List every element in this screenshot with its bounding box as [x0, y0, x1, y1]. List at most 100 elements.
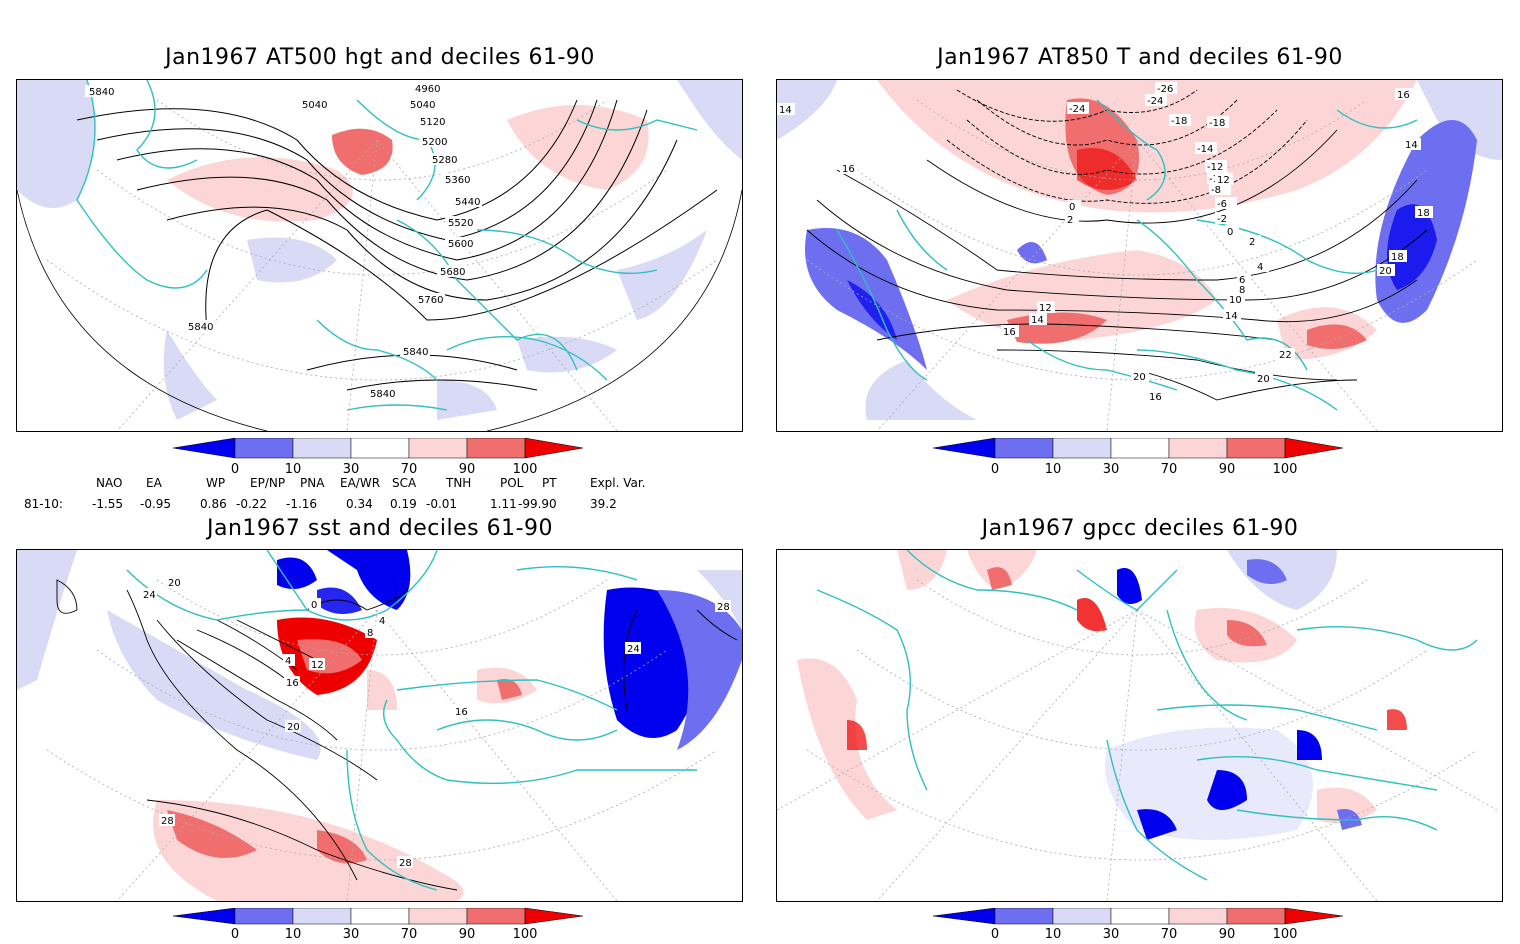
panel-title-gpcc: Jan1967 gpcc deciles 61-90 — [981, 516, 1299, 541]
svg-text:5840: 5840 — [370, 389, 395, 400]
svg-text:0: 0 — [231, 462, 239, 477]
svg-text:0: 0 — [991, 462, 999, 477]
svg-text:16: 16 — [842, 164, 855, 175]
svg-text:5200: 5200 — [422, 137, 447, 148]
index-header-ea: EA — [146, 476, 162, 490]
svg-text:2: 2 — [1249, 237, 1255, 248]
svg-text:0: 0 — [1069, 202, 1075, 213]
svg-text:20: 20 — [1133, 372, 1146, 383]
svg-text:12: 12 — [1217, 175, 1230, 186]
svg-text:10: 10 — [285, 927, 302, 940]
svg-text:100: 100 — [513, 462, 538, 477]
colorbar-t850: 0 10 30 70 90 100 — [932, 437, 1344, 478]
svg-text:-24: -24 — [1147, 96, 1163, 107]
svg-text:-14: -14 — [1197, 144, 1213, 155]
index-header-tnh: TNH — [446, 476, 472, 490]
svg-text:14: 14 — [1405, 140, 1418, 151]
svg-text:0: 0 — [991, 927, 999, 940]
svg-text:4: 4 — [1257, 262, 1263, 273]
index-value-eawr: 0.34 — [346, 497, 373, 511]
index-value-explvar: 39.2 — [590, 497, 617, 511]
svg-text:-6: -6 — [1217, 199, 1227, 210]
index-value-nao: -1.55 — [92, 497, 124, 511]
svg-text:18: 18 — [1417, 208, 1430, 219]
colorbar-gpcc: 0 10 30 70 90 100 — [932, 907, 1344, 942]
svg-text:90: 90 — [459, 462, 476, 477]
svg-text:-18: -18 — [1171, 116, 1187, 127]
svg-text:8: 8 — [367, 628, 373, 639]
svg-text:5840: 5840 — [89, 87, 114, 98]
svg-text:16: 16 — [1397, 90, 1410, 101]
svg-text:100: 100 — [513, 927, 538, 940]
index-header-pna: PNA — [300, 476, 325, 490]
height-contours — [76, 99, 718, 391]
index-header-sca: SCA — [392, 476, 417, 490]
index-header-nao: NAO — [96, 476, 123, 490]
coastlines — [816, 550, 1478, 881]
svg-text:4: 4 — [285, 656, 291, 667]
svg-text:20: 20 — [287, 722, 300, 733]
map-t850: -26 -24 -24 -18 -18 -14 -12 -10 -8 -6 -2… — [776, 79, 1503, 432]
svg-text:70: 70 — [1161, 462, 1178, 477]
index-row-label: 81-10: — [24, 497, 63, 511]
index-value-tnh: -0.01 — [426, 497, 458, 511]
svg-text:90: 90 — [1219, 927, 1236, 940]
svg-text:90: 90 — [459, 927, 476, 940]
svg-text:30: 30 — [1103, 462, 1120, 477]
svg-text:5040: 5040 — [302, 100, 327, 111]
svg-text:5840: 5840 — [188, 322, 213, 333]
svg-text:0: 0 — [311, 600, 317, 611]
svg-text:-24: -24 — [1069, 104, 1085, 115]
panel-title-hgt500: Jan1967 AT500 hgt and deciles 61-90 — [165, 45, 595, 70]
svg-text:16: 16 — [1149, 392, 1162, 403]
svg-text:70: 70 — [401, 927, 418, 940]
svg-text:5520: 5520 — [448, 218, 473, 229]
svg-text:-18: -18 — [1209, 118, 1225, 129]
colorbar-sst: 0 10 30 70 90 100 — [172, 907, 584, 942]
svg-text:-12: -12 — [1207, 162, 1223, 173]
svg-text:0: 0 — [231, 927, 239, 940]
svg-text:5360: 5360 — [445, 175, 470, 186]
decile-shading — [797, 550, 1407, 840]
svg-text:-2: -2 — [1217, 214, 1227, 225]
map-sst: 24 20 0 4 8 12 16 4 20 24 28 28 16 28 — [16, 549, 743, 902]
contour-labels: 5840 4960 5040 5040 5120 5200 5280 5360 … — [85, 82, 482, 400]
svg-text:8: 8 — [1239, 285, 1245, 296]
svg-text:4960: 4960 — [415, 84, 440, 95]
svg-text:4: 4 — [379, 616, 385, 627]
svg-text:30: 30 — [343, 462, 360, 477]
contour-labels: 24 20 0 4 8 12 16 4 20 24 28 28 16 28 — [141, 576, 731, 869]
svg-text:24: 24 — [143, 590, 156, 601]
index-header-pol: POL — [500, 476, 524, 490]
svg-text:6: 6 — [1239, 275, 1245, 286]
svg-text:28: 28 — [717, 602, 730, 613]
svg-text:12: 12 — [1039, 303, 1052, 314]
map-gpcc — [776, 549, 1503, 902]
index-header-epnp: EP/NP — [250, 476, 286, 490]
map-hgt500: 5840 4960 5040 5040 5120 5200 5280 5360 … — [16, 79, 743, 432]
index-value-pna: -1.16 — [286, 497, 318, 511]
svg-text:20: 20 — [1257, 374, 1270, 385]
svg-text:5680: 5680 — [440, 267, 465, 278]
svg-text:0: 0 — [1227, 227, 1233, 238]
index-value-ea: -0.95 — [140, 497, 172, 511]
svg-text:16: 16 — [286, 678, 299, 689]
contour-labels: -26 -24 -24 -18 -18 -14 -12 -10 -8 -6 -2… — [777, 82, 1433, 403]
svg-text:18: 18 — [1391, 252, 1404, 263]
coastlines — [126, 550, 697, 891]
svg-text:24: 24 — [627, 644, 640, 655]
svg-text:10: 10 — [1045, 927, 1062, 940]
index-value-sca: 0.19 — [390, 497, 417, 511]
svg-text:70: 70 — [1161, 927, 1178, 940]
panel-title-sst: Jan1967 sst and deciles 61-90 — [206, 516, 554, 541]
svg-text:16: 16 — [455, 707, 468, 718]
svg-text:5280: 5280 — [432, 155, 457, 166]
svg-text:12: 12 — [311, 660, 324, 671]
svg-text:30: 30 — [1103, 927, 1120, 940]
temperature-contours — [806, 89, 1428, 401]
decile-shading — [17, 80, 742, 420]
svg-text:5040: 5040 — [410, 100, 435, 111]
panel-title-t850: Jan1967 AT850 T and deciles 61-90 — [937, 45, 1343, 70]
sst-contours — [56, 579, 738, 891]
svg-text:20: 20 — [1379, 266, 1392, 277]
